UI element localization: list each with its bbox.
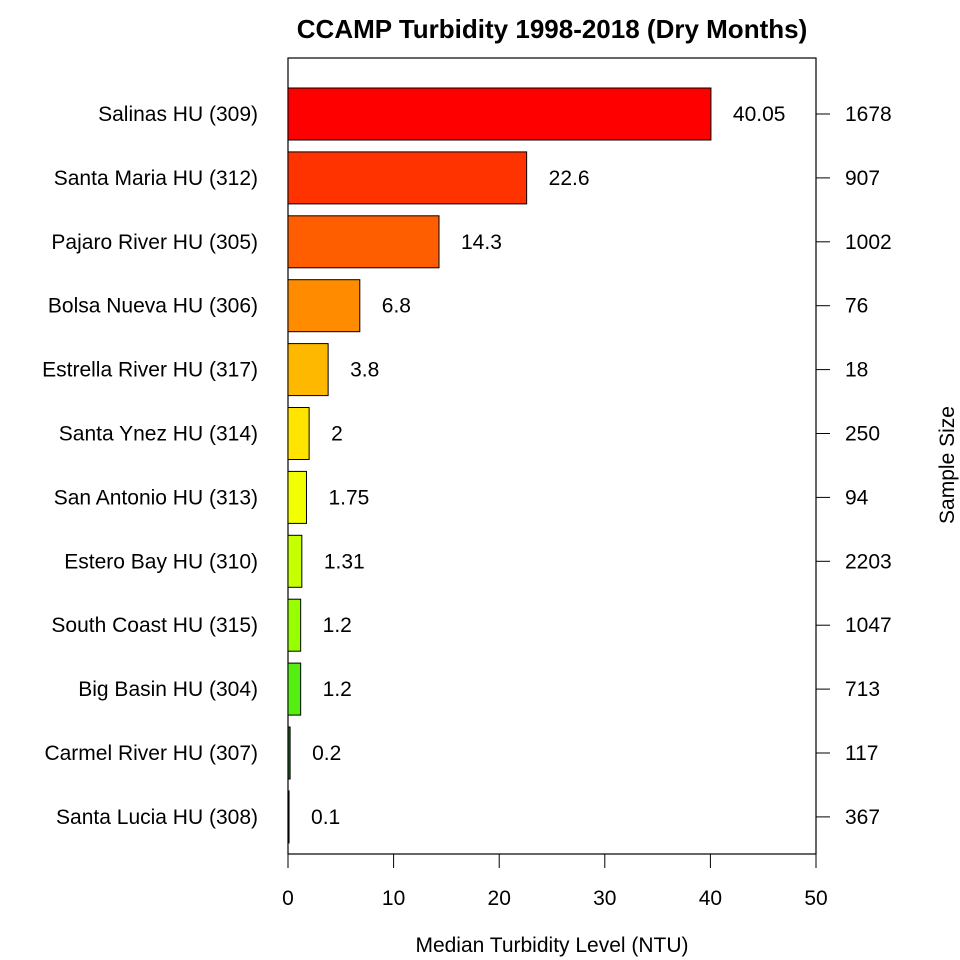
value-label: 1.75 (328, 486, 369, 509)
sample-size-label: 76 (845, 295, 868, 318)
category-label: San Antonio HU (313) (54, 486, 258, 509)
bar-series (287, 87, 712, 844)
chart-title: CCAMP Turbidity 1998-2018 (Dry Months) (297, 14, 807, 44)
bar (287, 343, 329, 397)
sample-size-label: 1002 (845, 231, 892, 254)
category-labels: Salinas HU (309) Santa Maria HU (312) Paja… (42, 103, 258, 829)
x-tick-label: 20 (488, 887, 511, 910)
sample-size-label: 18 (845, 359, 868, 382)
bar (287, 151, 528, 205)
category-label: Salinas HU (309) (98, 103, 258, 126)
x-tick-label: 50 (804, 887, 827, 910)
sample-size-label: 907 (845, 167, 880, 190)
sample-size-label: 250 (845, 423, 880, 446)
bar (287, 662, 302, 716)
value-label: 0.2 (312, 742, 341, 765)
bar (287, 87, 712, 141)
value-label: 22.6 (549, 167, 590, 190)
category-label: Carmel River HU (307) (44, 742, 258, 765)
sample-size-label: 1678 (845, 103, 892, 126)
sample-size-label: 1047 (845, 614, 892, 637)
x-tick-label: 10 (382, 887, 405, 910)
sample-size-label: 117 (845, 742, 878, 765)
bar (287, 279, 361, 333)
x-axis: 0 10 20 30 40 50 (282, 854, 828, 910)
category-label: Bolsa Nueva HU (306) (48, 295, 258, 318)
value-label: 3.8 (350, 359, 379, 382)
x-tick-label: 40 (699, 887, 722, 910)
value-label: 0.1 (311, 806, 340, 829)
bar (287, 534, 303, 588)
category-label: Big Basin HU (304) (78, 678, 258, 701)
category-label: Santa Ynez HU (314) (59, 423, 258, 446)
sample-size-axis-title: Sample Size (936, 406, 959, 524)
value-label: 6.8 (382, 295, 411, 318)
sample-size-label: 94 (845, 486, 869, 509)
sample-size-label: 713 (845, 678, 880, 701)
bar (287, 726, 291, 780)
category-label: Santa Maria HU (312) (54, 167, 258, 190)
value-label: 40.05 (733, 103, 786, 126)
x-tick-label: 30 (593, 887, 616, 910)
bar (287, 790, 290, 844)
x-axis-title: Median Turbidity Level (NTU) (415, 934, 688, 957)
category-label: Estrella River HU (317) (42, 359, 258, 382)
value-labels: 40.05 22.6 14.3 6.8 3.8 2 1.75 1.31 1.2 1.2 0.2 0.1 (311, 103, 785, 829)
x-tick-label: 0 (282, 887, 294, 910)
value-label: 2 (331, 423, 343, 446)
bar (287, 215, 440, 269)
bar (287, 598, 302, 652)
category-label: Santa Lucia HU (308) (56, 806, 258, 829)
bar (287, 470, 307, 524)
sample-size-label: 2203 (845, 550, 892, 573)
value-label: 1.31 (324, 550, 365, 573)
sample-size-label: 367 (845, 806, 880, 829)
bar (287, 407, 310, 460)
category-label: Estero Bay HU (310) (64, 550, 258, 573)
sample-size-axis: 1678 907 1002 76 18 250 94 2203 1047 713 117 367 (816, 103, 892, 829)
value-label: 1.2 (323, 614, 352, 637)
value-label: 14.3 (461, 231, 502, 254)
value-label: 1.2 (323, 678, 352, 701)
category-label: Pajaro River HU (305) (51, 231, 258, 254)
category-label: South Coast HU (315) (51, 614, 258, 637)
